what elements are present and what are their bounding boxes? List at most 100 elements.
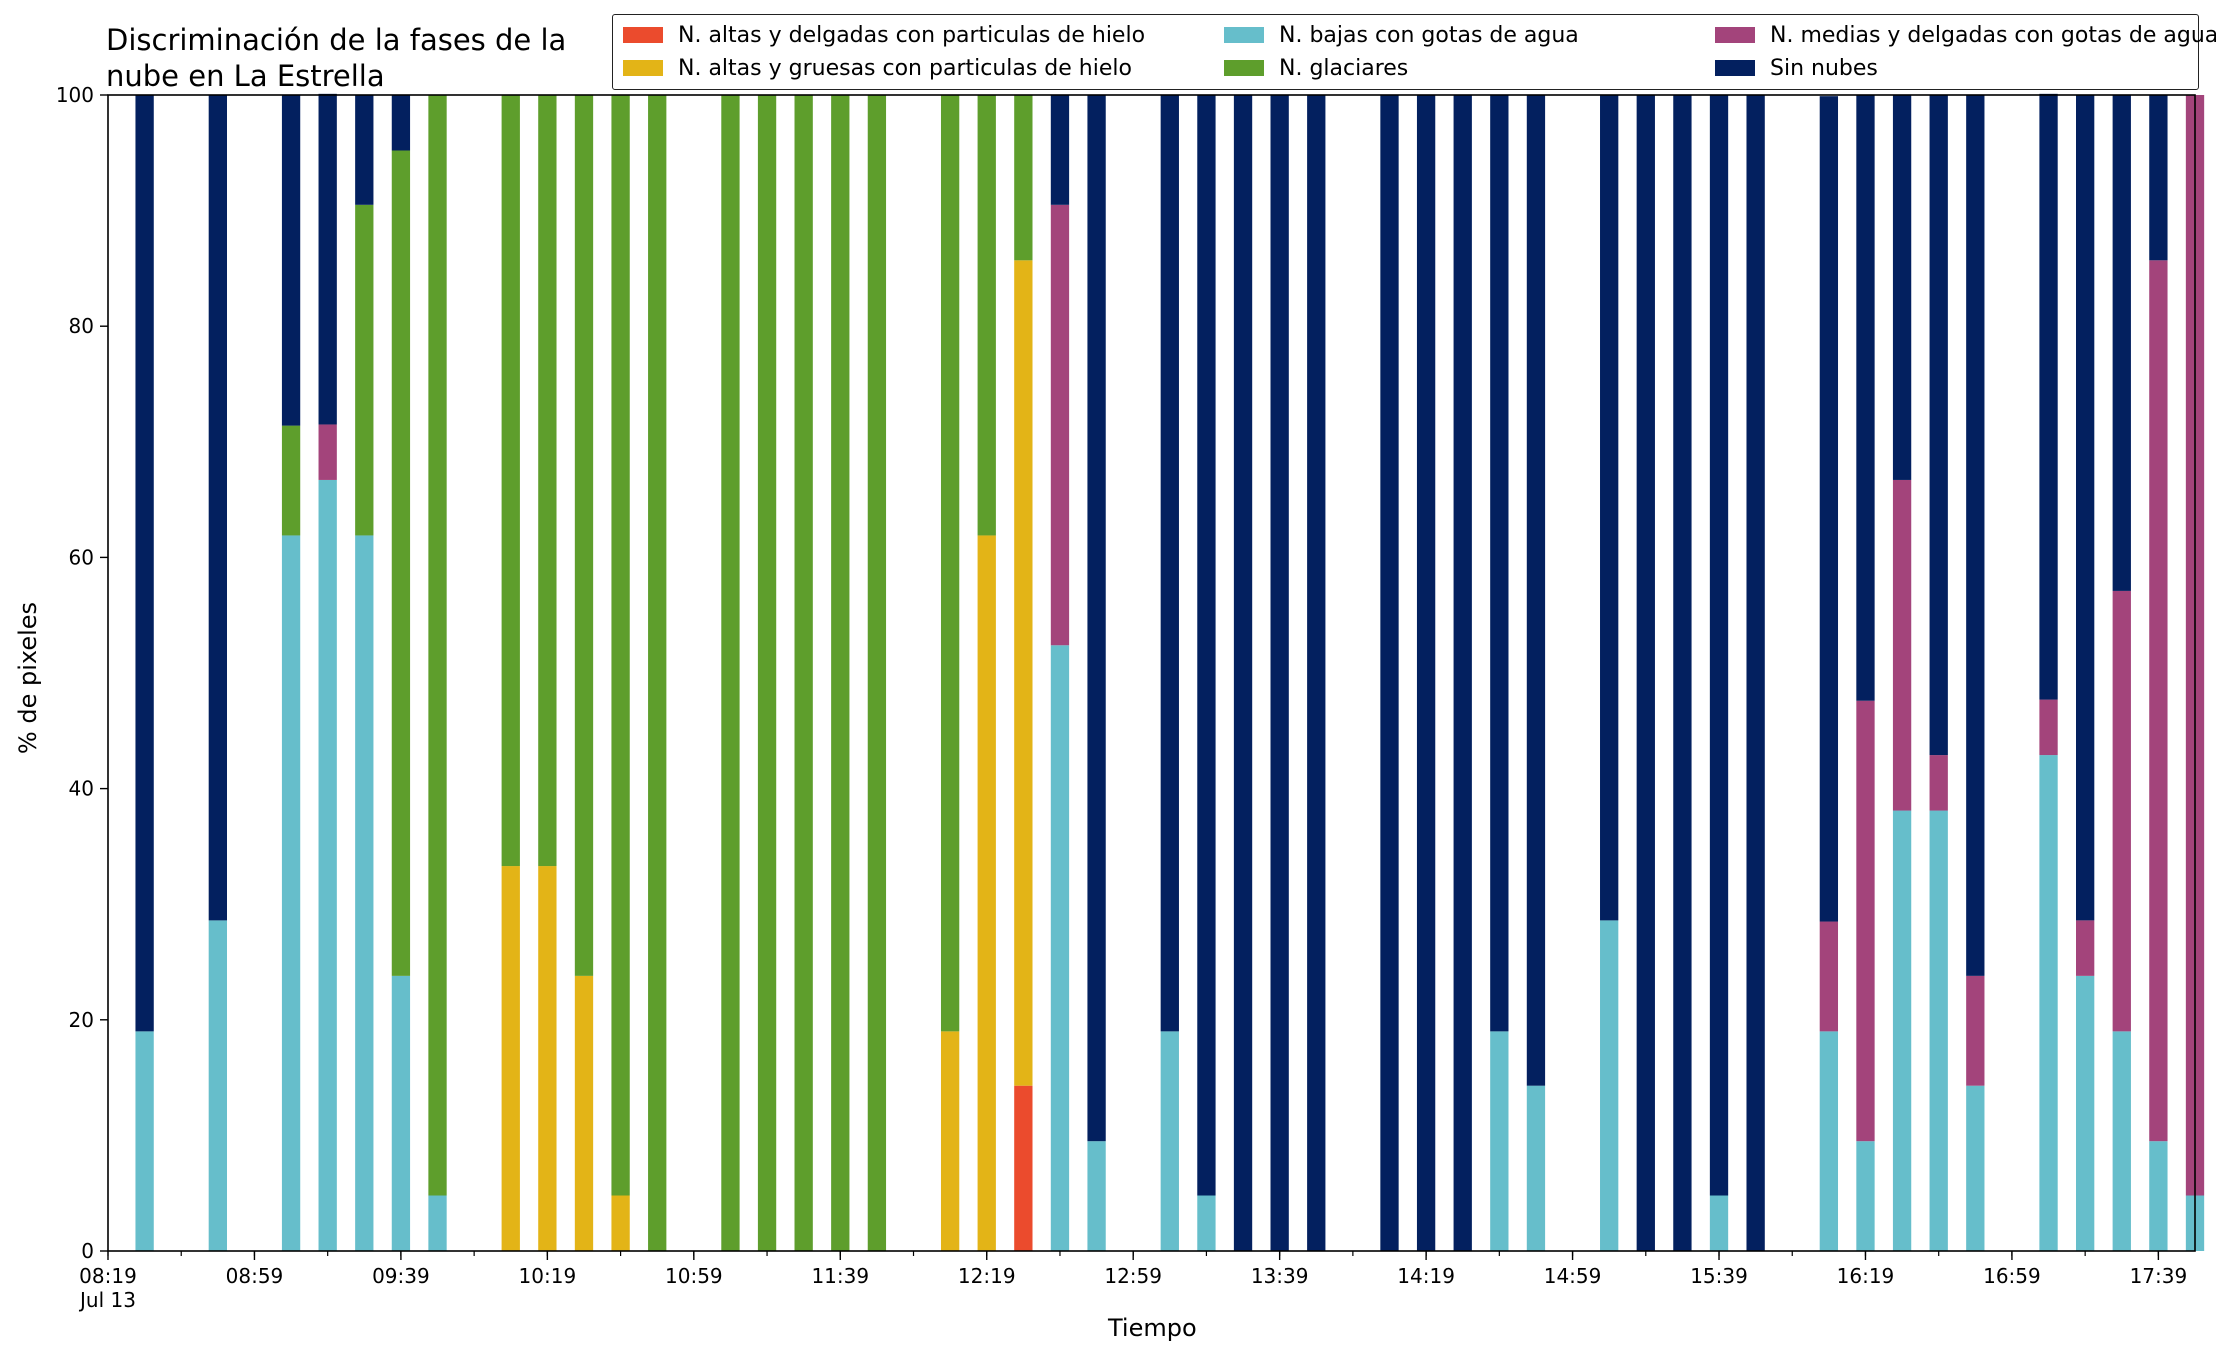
bar-segment: [1929, 810, 1948, 1251]
bar-segment: [355, 95, 374, 205]
bar-segment: [1014, 1085, 1033, 1251]
bar-segment: [1453, 95, 1472, 1251]
bar-segment: [1819, 1031, 1839, 1251]
bar-segment: [2149, 1141, 2168, 1251]
bar-segment: [391, 150, 411, 976]
bar-segment: [281, 425, 301, 536]
bar-segment: [1087, 95, 1106, 1142]
x-tick-label: 14:19: [1397, 1264, 1455, 1288]
bar-segment: [2076, 95, 2095, 921]
bar-segment: [1526, 95, 1546, 1086]
bar-segment: [538, 95, 557, 867]
bar-segment: [1819, 96, 1839, 922]
x-tick-label: 15:39: [1690, 1264, 1748, 1288]
legend-swatch: [1715, 27, 1755, 43]
bar-segment: [1087, 1141, 1106, 1251]
bar-segment: [1929, 95, 1948, 756]
bar-segment: [355, 535, 374, 1251]
bar-segment: [391, 95, 411, 151]
bar-segment: [1966, 1085, 1985, 1251]
bar-segment: [1709, 1195, 1729, 1251]
bar-segment: [2039, 755, 2058, 1251]
legend-label: N. altas y delgadas con particulas de hi…: [678, 22, 1146, 48]
legend-swatch: [623, 27, 663, 43]
bar-segment: [1416, 95, 1436, 1251]
bar-segment: [1160, 1031, 1179, 1251]
bar-segment: [208, 920, 227, 1251]
x-tick-label: 12:59: [1104, 1264, 1162, 1288]
bar-segment: [1050, 204, 1070, 646]
bar-segment: [2112, 1031, 2131, 1251]
bar-segment: [1892, 479, 1912, 811]
bar-segment: [355, 204, 374, 536]
bar-segment: [574, 95, 594, 976]
legend-swatch: [1715, 60, 1755, 76]
bar-segment: [757, 95, 777, 1251]
bar-segment: [2076, 975, 2095, 1251]
bar-segment: [2149, 95, 2168, 261]
bar-segment: [1966, 975, 1985, 1086]
bar-segment: [794, 95, 813, 1251]
bar-segment: [1709, 95, 1729, 1196]
bar-segment: [501, 95, 520, 867]
x-tick-label: 14:59: [1544, 1264, 1602, 1288]
x-tick-label: 08:59: [226, 1264, 284, 1288]
bar-segment: [721, 95, 740, 1251]
legend-item: N. altas y gruesas con particulas de hie…: [623, 53, 1132, 83]
x-tick-label: 08:19: [79, 1264, 137, 1288]
bar-segment: [977, 535, 996, 1251]
legend-label: Sin nubes: [1770, 55, 1878, 81]
x-tick-label: 12:19: [958, 1264, 1016, 1288]
bar-segment: [428, 1195, 447, 1251]
bar-segment: [2076, 920, 2095, 976]
bar-segment: [1233, 95, 1253, 1251]
bar-segment: [1014, 260, 1033, 1086]
bar-segment: [940, 95, 960, 1032]
x-tick-label: 11:39: [811, 1264, 869, 1288]
bar-segment: [1050, 95, 1070, 205]
legend: N. altas y delgadas con particulas de hi…: [612, 14, 2216, 90]
bar-segment: [391, 975, 411, 1251]
legend-item: N. glaciares: [1224, 53, 1408, 83]
bar-segment: [135, 1031, 154, 1251]
bar-segment: [208, 95, 227, 921]
legend-swatch: [1224, 60, 1264, 76]
legend-item: N. medias y delgadas con gotas de agua: [1715, 20, 2216, 50]
bar-segment: [1490, 95, 1509, 1032]
bar-segment: [977, 95, 996, 536]
bar-segment: [574, 975, 594, 1251]
bar-segment: [1819, 921, 1839, 1032]
x-tick-label: 09:39: [372, 1264, 430, 1288]
bar-segment: [1014, 95, 1033, 261]
legend-item: N. altas y delgadas con particulas de hi…: [623, 20, 1145, 50]
bar-segment: [1490, 1031, 1509, 1251]
bar-segment: [611, 1195, 630, 1251]
bar-segment: [1856, 700, 1875, 1142]
y-tick-label: 40: [69, 777, 94, 801]
bar-segment: [1270, 95, 1289, 1251]
bar-segment: [2149, 260, 2168, 1142]
bar-segment: [1636, 95, 1655, 1251]
bar-segment: [1746, 95, 1765, 1251]
y-tick-label: 80: [69, 314, 94, 338]
bar-segment: [2039, 93, 2058, 700]
legend-item: Sin nubes: [1715, 53, 1878, 83]
legend-label: N. glaciares: [1279, 55, 1409, 81]
bar-segment: [1197, 95, 1216, 1196]
bar-segment: [1050, 645, 1070, 1251]
bar-segment: [1892, 95, 1912, 480]
legend-label: N. altas y gruesas con particulas de hie…: [678, 55, 1132, 81]
bar-segment: [281, 95, 301, 426]
y-tick-label: 20: [69, 1008, 94, 1032]
bar-segment: [1197, 1195, 1216, 1251]
bar-segment: [1966, 95, 1985, 976]
bar-segment: [831, 95, 850, 1251]
bar-segment: [538, 866, 557, 1251]
x-tick-label: 16:59: [1983, 1264, 2041, 1288]
bar-segment: [1380, 95, 1399, 1251]
x-tick-label: 16:19: [1837, 1264, 1895, 1288]
x-tick-label: 17:39: [2130, 1264, 2188, 1288]
